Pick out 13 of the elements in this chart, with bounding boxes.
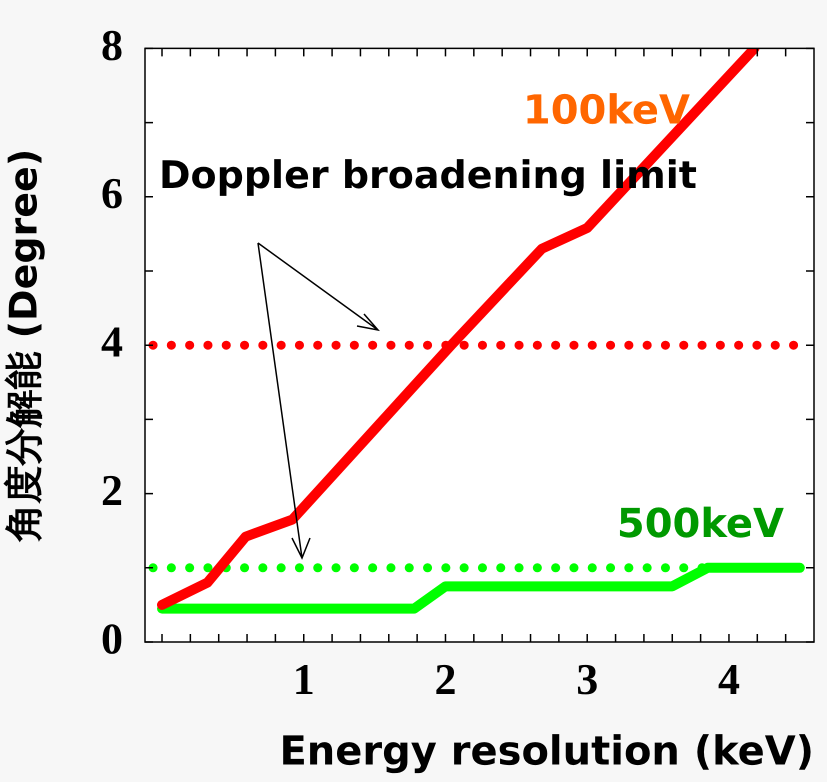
x-tick-label: 3 [576, 654, 598, 704]
y-tick-label: 6 [101, 169, 123, 218]
y-tick-label: 0 [101, 614, 123, 664]
y-tick-label: 8 [101, 20, 123, 70]
x-tick-label: 2 [434, 654, 456, 704]
series-label: 500keV [616, 500, 784, 547]
x-axis-title: Energy resolution (keV) [279, 728, 814, 774]
series-label: 100keV [522, 87, 690, 134]
x-tick-label: 1 [292, 654, 315, 704]
y-axis-title: 角度分解能 (Degree) [2, 148, 46, 543]
y-tick-label: 4 [101, 318, 123, 367]
y-tick-label: 2 [101, 466, 123, 515]
x-tick-label: 4 [718, 654, 740, 704]
